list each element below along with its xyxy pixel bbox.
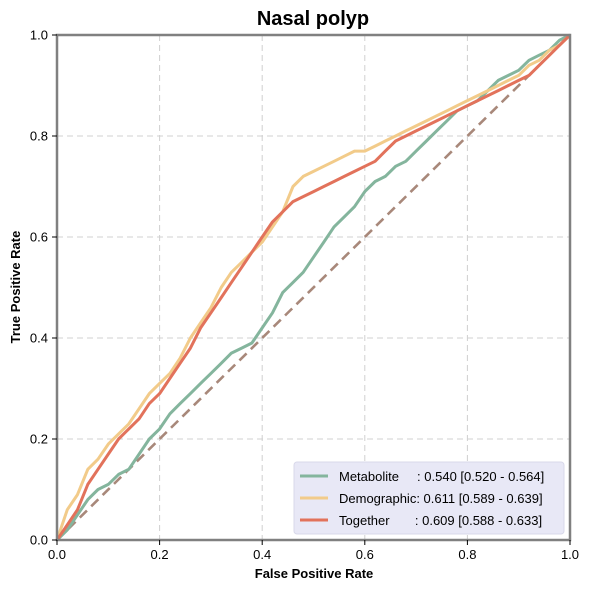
y-tick-label: 0.6: [30, 230, 48, 245]
x-axis-label: False Positive Rate: [255, 566, 374, 581]
y-axis-label: True Positive Rate: [8, 231, 23, 344]
x-axis-ticks: 0.0 0.2 0.4 0.6 0.8 1.0: [48, 540, 579, 562]
x-tick-label: 0.2: [151, 547, 169, 562]
y-tick-label: 0.0: [30, 533, 48, 548]
y-tick-label: 0.2: [30, 432, 48, 447]
x-tick-label: 0.6: [356, 547, 374, 562]
legend-entry-together: Together : 0.609 [0.588 - 0.633]: [339, 513, 542, 528]
x-tick-label: 0.0: [48, 547, 66, 562]
x-tick-label: 1.0: [561, 547, 579, 562]
legend: Metabolite : 0.540 [0.520 - 0.564] Demogr…: [294, 462, 564, 534]
legend-entry-metabolite: Metabolite : 0.540 [0.520 - 0.564]: [339, 469, 544, 484]
x-tick-label: 0.8: [458, 547, 476, 562]
y-tick-label: 0.4: [30, 331, 48, 346]
legend-entry-demographic: Demographic: 0.611 [0.589 - 0.639]: [339, 491, 543, 506]
y-tick-label: 1.0: [30, 28, 48, 43]
x-tick-label: 0.4: [253, 547, 271, 562]
y-axis-ticks: 0.0 0.2 0.4 0.6 0.8 1.0: [30, 28, 57, 548]
chart-title: Nasal polyp: [257, 8, 369, 30]
y-tick-label: 0.8: [30, 129, 48, 144]
